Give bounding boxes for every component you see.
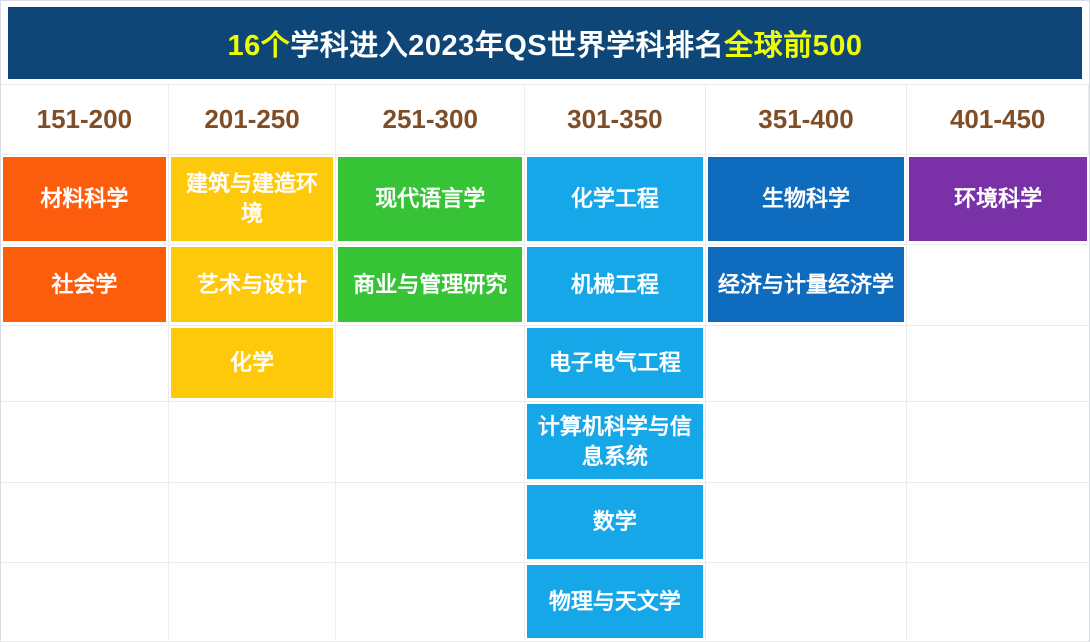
subject-cell: 艺术与设计 [168,245,337,326]
empty-cell [1,326,169,402]
subject-label: 化学工程 [527,157,703,241]
empty-cell [1,402,169,483]
subject-cell: 环境科学 [907,155,1089,245]
subject-label: 化学 [170,328,334,398]
title-rank-highlight: 全球前500 [724,30,863,62]
empty-cell [336,563,526,642]
subject-cell: 计算机科学与信息系统 [525,402,706,483]
subject-cell: 数学 [525,483,706,563]
empty-cell [336,326,526,402]
column-header-range: 301-350 [525,85,706,155]
empty-cell [705,563,908,642]
empty-cell [168,483,337,563]
column-header-range: 401-450 [907,85,1089,155]
title-banner: 16个 学科进入2023年QS世界学科排名 全球前500 [1,1,1089,84]
title-subject-count: 16个 [227,30,291,62]
subject-cell: 物理与天文学 [525,563,706,642]
empty-cell [907,563,1089,642]
subject-cell: 生物科学 [705,155,908,245]
empty-cell [907,245,1089,326]
subject-label: 材料科学 [3,157,166,241]
subject-cell: 现代语言学 [336,155,526,245]
subject-label: 生物科学 [707,157,905,241]
empty-cell [705,402,908,483]
subject-label: 建筑与建造环境 [170,157,334,241]
subject-label: 计算机科学与信息系统 [527,404,703,479]
subject-cell: 机械工程 [525,245,706,326]
ranking-grid: 151-200 201-250 251-300 301-350 351-400 401-4… [1,84,1089,642]
subject-cell: 社会学 [1,245,169,326]
subject-label: 物理与天文学 [527,565,703,638]
subject-label: 经济与计量经济学 [707,247,905,322]
subject-cell: 材料科学 [1,155,169,245]
empty-cell [907,326,1089,402]
subject-label: 社会学 [3,247,166,322]
page-title: 16个 学科进入2023年QS世界学科排名 全球前500 [8,7,1082,79]
empty-cell [705,326,908,402]
subject-label: 艺术与设计 [170,247,334,322]
column-header-range: 351-400 [705,85,908,155]
column-header-range: 151-200 [1,85,169,155]
empty-cell [1,483,169,563]
empty-cell [705,483,908,563]
subject-cell: 商业与管理研究 [336,245,526,326]
subject-cell: 经济与计量经济学 [705,245,908,326]
empty-cell [168,402,337,483]
column-header-range: 201-250 [168,85,337,155]
empty-cell [907,402,1089,483]
subject-label: 环境科学 [909,157,1087,241]
subject-label: 商业与管理研究 [338,247,523,322]
subject-cell: 电子电气工程 [525,326,706,402]
subject-cell: 建筑与建造环境 [168,155,337,245]
subject-label: 数学 [527,485,703,559]
subject-cell: 化学工程 [525,155,706,245]
empty-cell [1,563,169,642]
subject-label: 电子电气工程 [527,328,703,398]
subject-label: 现代语言学 [338,157,523,241]
empty-cell [336,483,526,563]
empty-cell [168,563,337,642]
subject-cell: 化学 [168,326,337,402]
title-middle-text: 学科进入2023年QS世界学科排名 [290,30,725,62]
empty-cell [336,402,526,483]
column-header-range: 251-300 [336,85,526,155]
subject-label: 机械工程 [527,247,703,322]
empty-cell [907,483,1089,563]
